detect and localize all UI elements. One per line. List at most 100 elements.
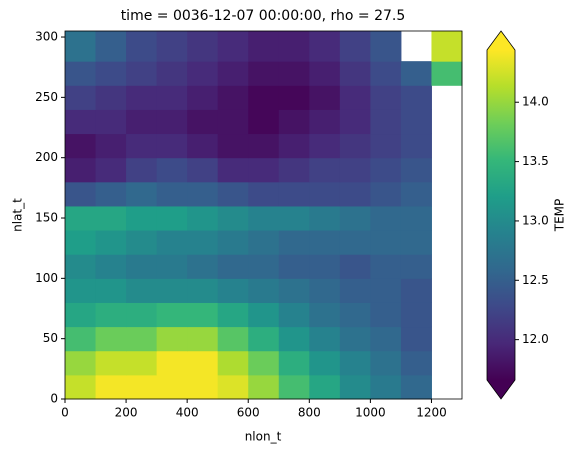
heatmap-cell bbox=[248, 278, 280, 303]
heatmap-cell bbox=[95, 181, 127, 207]
heatmap-cell bbox=[156, 31, 188, 62]
heatmap-cell bbox=[95, 61, 127, 86]
heatmap-cell bbox=[156, 157, 188, 183]
colorbar-label: TEMP bbox=[553, 199, 567, 233]
heatmap-cell bbox=[248, 157, 280, 183]
heatmap-cell bbox=[187, 254, 219, 279]
heatmap-cell bbox=[126, 350, 158, 376]
heatmap-cell bbox=[217, 254, 249, 279]
heatmap-cell bbox=[309, 181, 341, 207]
heatmap-cell bbox=[126, 157, 158, 183]
heatmap-cell bbox=[187, 278, 219, 303]
heatmap-cell bbox=[370, 157, 402, 183]
heatmap-cell bbox=[95, 302, 127, 328]
heatmap-cell bbox=[248, 350, 280, 376]
heatmap-cell bbox=[370, 31, 402, 62]
heatmap-cell bbox=[400, 205, 432, 231]
heatmap-cell bbox=[309, 302, 341, 328]
heatmap-cell bbox=[217, 85, 249, 110]
heatmap-cell bbox=[65, 61, 97, 86]
heatmap-cell bbox=[339, 109, 371, 135]
heatmap-cell bbox=[187, 157, 219, 183]
heatmap-cell bbox=[278, 278, 310, 303]
heatmap-cell bbox=[309, 350, 341, 376]
heatmap-cell bbox=[126, 181, 158, 207]
heatmap-cell bbox=[248, 85, 280, 110]
heatmap-cell bbox=[187, 302, 219, 328]
heatmap-cell bbox=[65, 205, 97, 231]
y-tick-label: 200 bbox=[35, 150, 58, 164]
heatmap-cell bbox=[339, 31, 371, 62]
x-axis-label: nlon_t bbox=[245, 430, 282, 444]
heatmap-cell bbox=[126, 85, 158, 110]
heatmap-cell bbox=[248, 181, 280, 207]
heatmap-cell bbox=[278, 302, 310, 328]
heatmap-cell bbox=[309, 61, 341, 86]
heatmap-cell bbox=[156, 302, 188, 328]
heatmap-cell bbox=[187, 181, 219, 207]
colorbar-extend-bottom bbox=[487, 380, 515, 399]
heatmap-cell bbox=[431, 31, 463, 62]
colorbar-tick-label: 13.0 bbox=[522, 213, 549, 227]
heatmap-cell bbox=[370, 278, 402, 303]
heatmap-cell bbox=[126, 31, 158, 62]
heatmap-cell bbox=[217, 374, 249, 400]
heatmap-cell bbox=[339, 374, 371, 400]
heatmap-cell bbox=[217, 302, 249, 328]
heatmap-cell bbox=[187, 109, 219, 135]
heatmap-cell bbox=[217, 109, 249, 135]
heatmap-cell bbox=[65, 133, 97, 159]
heatmap-cell bbox=[370, 205, 402, 231]
heatmap-cell bbox=[309, 31, 341, 62]
heatmap-cell bbox=[95, 109, 127, 135]
y-axis-label: nlat_t bbox=[11, 198, 25, 232]
x-tick-label: 800 bbox=[298, 406, 321, 420]
colorbar bbox=[487, 50, 515, 380]
heatmap-cell bbox=[126, 230, 158, 255]
heatmap-cell bbox=[339, 230, 371, 255]
heatmap-cell bbox=[278, 350, 310, 376]
colorbar-tick-label: 13.5 bbox=[522, 154, 549, 168]
heatmap-cell bbox=[187, 31, 219, 62]
heatmap-cell bbox=[339, 278, 371, 303]
heatmap-cell bbox=[95, 230, 127, 255]
heatmap-cell bbox=[156, 181, 188, 207]
heatmap-cell bbox=[339, 350, 371, 376]
heatmap-cell bbox=[248, 254, 280, 279]
y-tick-label: 150 bbox=[35, 211, 58, 225]
heatmap-cell bbox=[248, 326, 280, 352]
heatmap-cell bbox=[65, 85, 97, 110]
heatmap-cell bbox=[248, 109, 280, 135]
heatmap-cell bbox=[187, 61, 219, 86]
heatmap-cell bbox=[95, 350, 127, 376]
heatmap-cell bbox=[95, 31, 127, 62]
heatmap-cell bbox=[65, 181, 97, 207]
heatmap-cell bbox=[400, 157, 432, 183]
heatmap-cell bbox=[400, 278, 432, 303]
heatmap-cell bbox=[156, 109, 188, 135]
heatmap-cell bbox=[248, 374, 280, 400]
heatmap-cell bbox=[339, 254, 371, 279]
heatmap-cell bbox=[65, 374, 97, 400]
heatmap-cell bbox=[309, 230, 341, 255]
heatmap-cell bbox=[400, 85, 432, 110]
heatmap-cell bbox=[278, 61, 310, 86]
x-tick-label: 1200 bbox=[416, 406, 447, 420]
heatmap-cell bbox=[339, 157, 371, 183]
heatmap-cell bbox=[126, 254, 158, 279]
colorbar-tick-label: 12.0 bbox=[522, 332, 549, 346]
heatmap-cell bbox=[156, 326, 188, 352]
heatmap-cell bbox=[65, 278, 97, 303]
x-tick-label: 400 bbox=[176, 406, 199, 420]
heatmap-cell bbox=[156, 350, 188, 376]
heatmap-cell bbox=[65, 230, 97, 255]
plot-frame bbox=[64, 30, 463, 400]
heatmap-cell bbox=[309, 374, 341, 400]
heatmap-cell bbox=[187, 374, 219, 400]
heatmap-cell bbox=[339, 302, 371, 328]
x-tick-label: 600 bbox=[237, 406, 260, 420]
heatmap-cell bbox=[400, 133, 432, 159]
heatmap-cell bbox=[278, 109, 310, 135]
heatmap-cell bbox=[370, 350, 402, 376]
heatmap-cell bbox=[126, 205, 158, 231]
